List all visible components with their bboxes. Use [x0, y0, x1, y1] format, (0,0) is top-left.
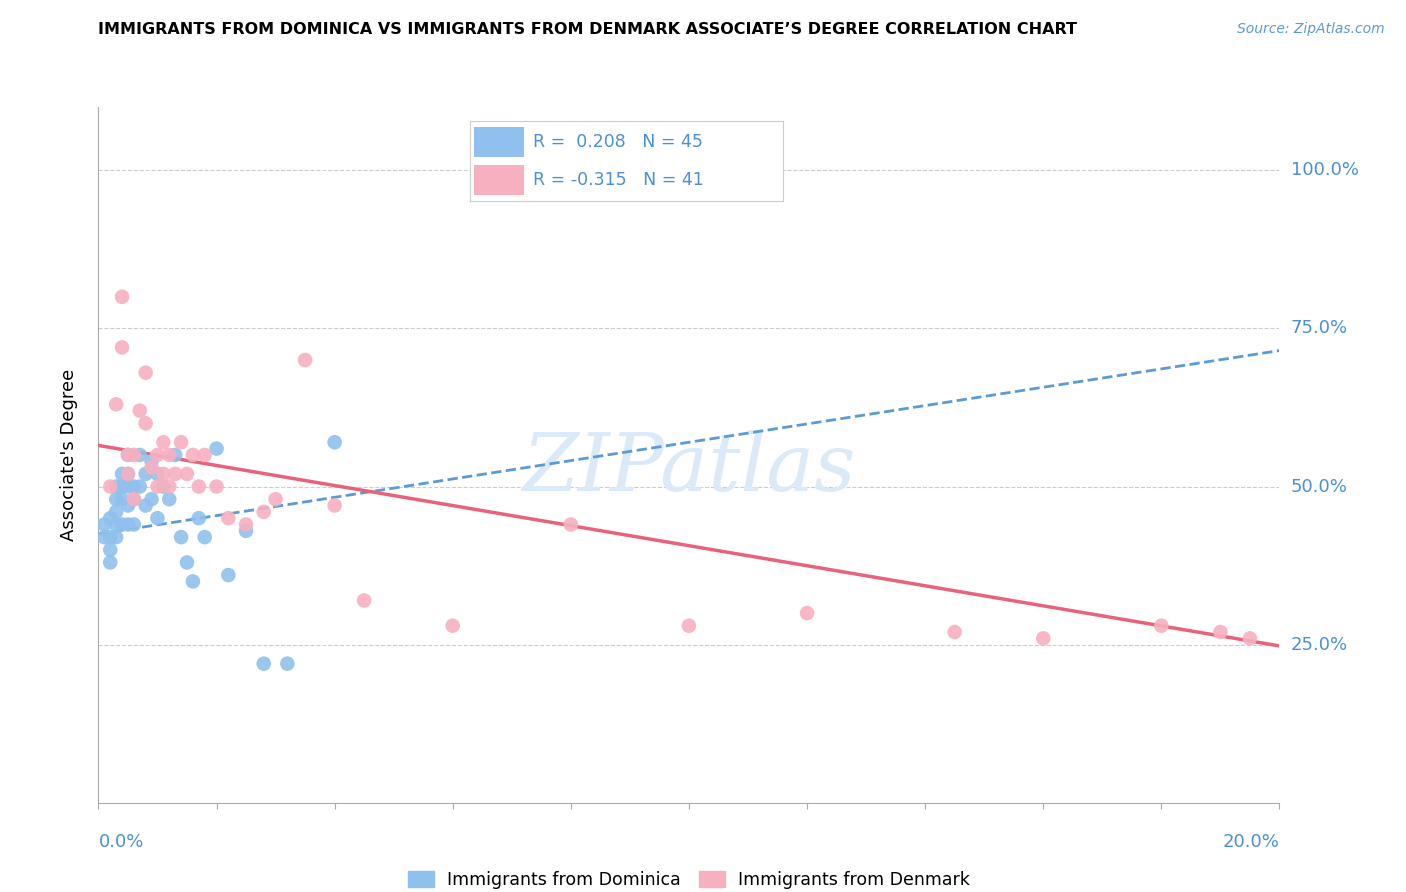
- Point: [122, 448, 145, 462]
- Point: [678, 618, 700, 632]
- Point: [111, 290, 134, 304]
- Point: [93, 517, 115, 532]
- Point: [253, 505, 276, 519]
- Text: 25.0%: 25.0%: [1291, 636, 1348, 654]
- Point: [135, 467, 157, 481]
- Point: [128, 479, 150, 493]
- Point: [165, 448, 187, 462]
- Point: [117, 467, 139, 481]
- Point: [111, 467, 134, 481]
- Point: [105, 492, 128, 507]
- Point: [111, 492, 134, 507]
- Point: [111, 517, 134, 532]
- Point: [441, 618, 464, 632]
- Point: [135, 499, 157, 513]
- Point: [117, 448, 139, 462]
- Point: [146, 467, 169, 481]
- Point: [141, 492, 163, 507]
- Point: [1209, 625, 1232, 640]
- Point: [276, 657, 298, 671]
- Point: [176, 556, 198, 570]
- Point: [187, 479, 209, 493]
- Point: [122, 492, 145, 507]
- Text: IMMIGRANTS FROM DOMINICA VS IMMIGRANTS FROM DENMARK ASSOCIATE’S DEGREE CORRELATI: IMMIGRANTS FROM DOMINICA VS IMMIGRANTS F…: [98, 22, 1077, 37]
- Point: [146, 448, 169, 462]
- Point: [135, 366, 157, 380]
- Point: [170, 435, 193, 450]
- Point: [323, 499, 346, 513]
- Point: [93, 530, 115, 544]
- Text: 0.0%: 0.0%: [98, 833, 143, 851]
- Point: [560, 517, 582, 532]
- Text: 100.0%: 100.0%: [1291, 161, 1358, 179]
- Point: [105, 517, 128, 532]
- Point: [117, 499, 139, 513]
- Point: [165, 467, 187, 481]
- Point: [157, 492, 180, 507]
- Point: [128, 403, 150, 417]
- Point: [176, 467, 198, 481]
- Point: [157, 448, 180, 462]
- Point: [1150, 618, 1173, 632]
- Point: [98, 556, 121, 570]
- Text: Source: ZipAtlas.com: Source: ZipAtlas.com: [1237, 22, 1385, 37]
- Point: [187, 511, 209, 525]
- Point: [264, 492, 287, 507]
- Point: [146, 511, 169, 525]
- Point: [181, 574, 204, 589]
- Point: [1032, 632, 1054, 646]
- Point: [98, 542, 121, 557]
- Point: [141, 460, 163, 475]
- Text: 20.0%: 20.0%: [1223, 833, 1279, 851]
- Point: [157, 479, 180, 493]
- Point: [217, 568, 239, 582]
- Point: [105, 479, 128, 493]
- Point: [1239, 632, 1261, 646]
- Point: [235, 524, 257, 538]
- Point: [105, 397, 128, 411]
- Point: [111, 479, 134, 493]
- Point: [205, 442, 228, 456]
- Y-axis label: Associate's Degree: Associate's Degree: [59, 368, 77, 541]
- Text: ZIPatlas: ZIPatlas: [522, 430, 856, 508]
- Point: [117, 467, 139, 481]
- Point: [117, 479, 139, 493]
- Point: [152, 435, 174, 450]
- Point: [105, 530, 128, 544]
- Point: [170, 530, 193, 544]
- Legend: Immigrants from Dominica, Immigrants from Denmark: Immigrants from Dominica, Immigrants fro…: [401, 863, 977, 892]
- Point: [194, 448, 217, 462]
- Point: [294, 353, 316, 368]
- Text: 50.0%: 50.0%: [1291, 477, 1347, 496]
- Point: [796, 606, 818, 620]
- Point: [122, 479, 145, 493]
- Point: [205, 479, 228, 493]
- Point: [105, 505, 128, 519]
- Text: 75.0%: 75.0%: [1291, 319, 1348, 337]
- Point: [128, 448, 150, 462]
- Point: [122, 492, 145, 507]
- Point: [943, 625, 966, 640]
- Point: [98, 511, 121, 525]
- Point: [152, 479, 174, 493]
- Point: [135, 417, 157, 431]
- Point: [146, 479, 169, 493]
- Point: [111, 340, 134, 354]
- Point: [323, 435, 346, 450]
- Point: [194, 530, 217, 544]
- Point: [235, 517, 257, 532]
- Point: [98, 479, 121, 493]
- Point: [117, 517, 139, 532]
- Point: [353, 593, 375, 607]
- Point: [122, 517, 145, 532]
- Point: [217, 511, 239, 525]
- Point: [152, 467, 174, 481]
- Point: [141, 454, 163, 468]
- Point: [117, 448, 139, 462]
- Point: [181, 448, 204, 462]
- Point: [253, 657, 276, 671]
- Point: [98, 530, 121, 544]
